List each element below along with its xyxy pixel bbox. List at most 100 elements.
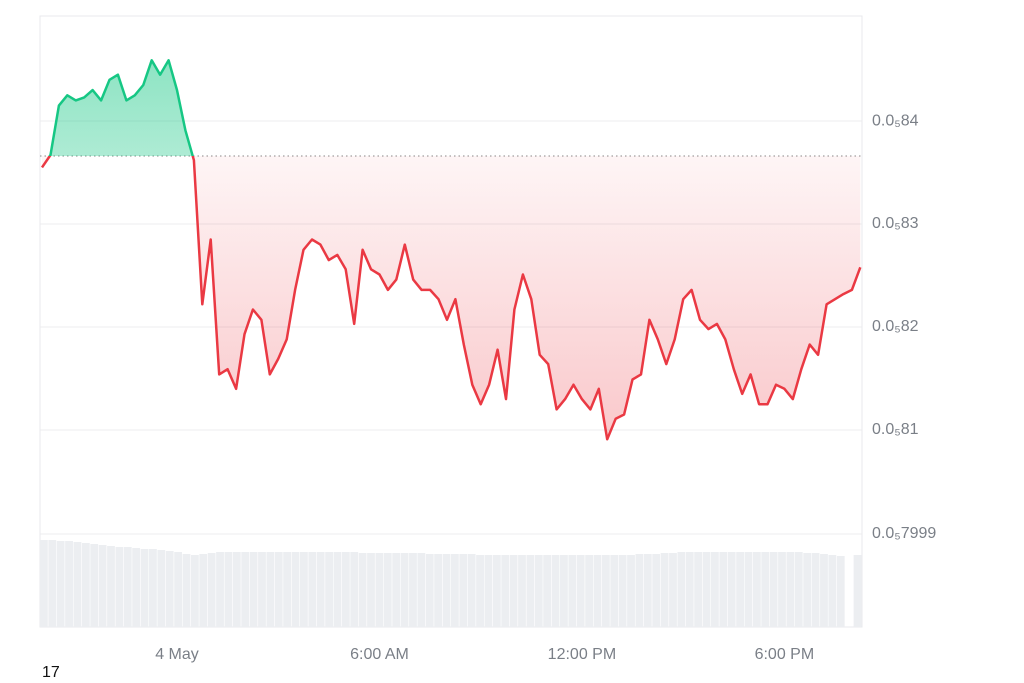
volume-bar	[518, 555, 526, 627]
y-tick-label: 0.0₅84	[872, 112, 919, 129]
volume-bar	[744, 552, 753, 627]
volume-bar	[333, 552, 342, 627]
volume-bar	[652, 554, 661, 627]
volume-bar	[509, 555, 518, 627]
volume-bar	[778, 552, 786, 627]
volume-bar	[325, 552, 333, 627]
volume-bar	[543, 555, 552, 627]
volume-bar	[258, 552, 266, 627]
volume-bar	[300, 552, 308, 627]
volume-bar	[417, 553, 426, 627]
volume-bar	[123, 547, 132, 627]
volume-bar	[81, 543, 90, 627]
volume-bar	[451, 554, 459, 627]
volume-bar	[501, 555, 510, 627]
volume-bar	[669, 553, 677, 627]
volume-bar	[182, 554, 191, 627]
volume-bar	[492, 555, 501, 627]
volume-bar	[149, 549, 157, 627]
volume-bar	[677, 552, 686, 627]
volume-bar	[769, 552, 778, 627]
volume-bar	[400, 553, 409, 627]
volume-bar	[216, 552, 224, 627]
volume-bar	[48, 540, 57, 627]
volume-bar	[736, 552, 744, 627]
volume-bar	[367, 553, 375, 627]
volume-bar	[484, 555, 493, 627]
volume-bar	[820, 554, 828, 627]
volume-bar	[702, 552, 711, 627]
volume-bar	[224, 552, 233, 627]
volume-bar	[534, 555, 543, 627]
volume-bar	[593, 555, 602, 627]
volume-bar	[660, 553, 669, 627]
volume-bar	[459, 554, 468, 627]
y-tick-label: 0.0₅7999	[872, 525, 936, 542]
volume-bar	[711, 552, 719, 627]
volume-bar	[627, 555, 635, 627]
volume-bar	[786, 552, 795, 627]
x-tick-label: 6:00 PM	[755, 646, 815, 663]
volume-bar	[316, 552, 325, 627]
volume-bar	[65, 541, 73, 627]
volume-bar	[40, 540, 48, 627]
volume-bar	[836, 556, 845, 627]
volume-bar	[551, 555, 560, 627]
volume-bar	[601, 555, 610, 627]
volume-bar	[73, 542, 82, 627]
volume-bar	[107, 546, 115, 627]
volume-bar	[585, 555, 593, 627]
volume-bar	[811, 553, 820, 627]
volume-bar	[383, 553, 392, 627]
volume-bar	[308, 552, 317, 627]
volume-bar	[560, 555, 568, 627]
x-tick-label: 12:00 PM	[548, 646, 616, 663]
volume-bar	[341, 552, 350, 627]
price-area	[42, 60, 861, 440]
volume-bar	[442, 554, 451, 627]
footer-text: 17	[42, 664, 60, 681]
volume-bar	[694, 552, 703, 627]
volume-bar	[190, 555, 199, 627]
volume-bar	[174, 552, 182, 627]
volume-bar	[526, 555, 535, 627]
volume-bar	[568, 555, 577, 627]
volume-bar	[56, 541, 65, 627]
volume-bar	[434, 554, 443, 627]
volume-bar	[425, 554, 434, 627]
volume-bar	[618, 555, 627, 627]
y-tick-label: 0.0₅81	[872, 421, 919, 438]
price-line	[40, 59, 862, 441]
volume-bar	[576, 555, 585, 627]
volume-bar	[610, 555, 619, 627]
volume-bar	[165, 551, 174, 627]
volume-bar	[199, 554, 208, 627]
volume-bar	[803, 553, 812, 627]
volume-bar	[467, 554, 476, 627]
volume-bar	[794, 552, 803, 627]
volume-bar	[283, 552, 292, 627]
volume-bar	[232, 552, 241, 627]
x-tick-label: 4 May	[155, 646, 199, 663]
volume-bar	[266, 552, 275, 627]
volume-bar	[409, 553, 417, 627]
volume-bar	[132, 548, 141, 627]
volume-bar	[828, 555, 837, 627]
volume-bar	[853, 555, 862, 627]
volume-bar	[274, 552, 283, 627]
x-tick-label: 6:00 AM	[350, 646, 409, 663]
volume-bar	[241, 552, 250, 627]
volume-bar	[685, 552, 694, 627]
y-tick-label: 0.0₅83	[872, 215, 919, 232]
volume-bar	[249, 552, 258, 627]
volume-bar	[207, 553, 216, 627]
volume-bar	[115, 547, 124, 627]
volume-bar	[358, 553, 367, 627]
volume-bar	[752, 552, 761, 627]
volume-bar	[719, 552, 728, 627]
volume-bar	[90, 544, 99, 627]
volume-bar	[291, 552, 300, 627]
volume-bar	[157, 550, 166, 627]
volume-bar	[761, 552, 770, 627]
